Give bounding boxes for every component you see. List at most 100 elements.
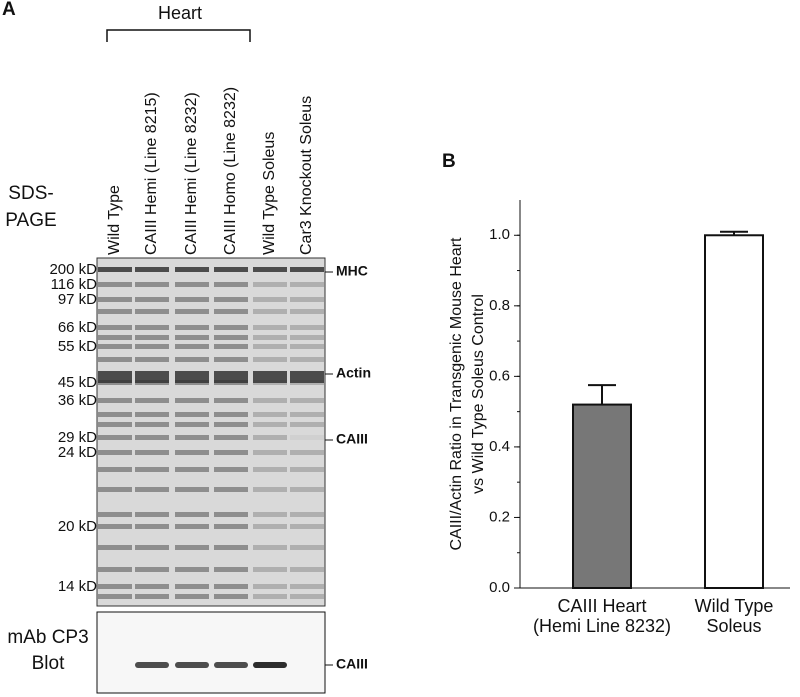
marker-label: 20 kD <box>58 518 97 535</box>
gel-band <box>214 412 248 417</box>
gel <box>96 257 326 607</box>
gel-band <box>290 325 324 330</box>
blot-band <box>253 662 287 668</box>
gel-band <box>290 450 324 455</box>
gel-band <box>253 282 287 287</box>
gel-band <box>290 567 324 572</box>
gel-band <box>214 297 248 302</box>
gel-band <box>135 398 169 403</box>
gel-band <box>98 357 132 362</box>
gel-band <box>214 524 248 529</box>
y-tick-label: 0.4 <box>489 438 510 455</box>
gel-band <box>175 567 209 572</box>
gel-band <box>135 325 169 330</box>
marker-label: 97 kD <box>58 291 97 308</box>
gel-band <box>253 594 287 599</box>
lane-label: CAIII Hemi (Line 8232) <box>183 92 200 255</box>
gel-band <box>98 435 132 440</box>
gel-band <box>290 371 324 383</box>
gel-band <box>214 487 248 492</box>
gel-band <box>253 398 287 403</box>
gel-band <box>175 282 209 287</box>
gel-band <box>98 335 132 340</box>
gel-band <box>290 357 324 362</box>
lane-label: CAIII Homo (Line 8232) <box>222 87 239 255</box>
gel-band <box>175 412 209 417</box>
gel-band <box>214 344 248 349</box>
gel-band <box>214 380 248 385</box>
gel-band <box>253 467 287 472</box>
y-axis-label: CAIII/Actin Ratio in Transgenic Mouse He… <box>448 237 487 551</box>
gel-band <box>135 380 169 385</box>
gel-band <box>98 412 132 417</box>
gel-band <box>98 371 132 383</box>
gel-band <box>253 371 287 383</box>
gel-band <box>214 335 248 340</box>
y-tick-label: 1.0 <box>489 226 510 243</box>
gel-band <box>98 487 132 492</box>
marker-label: 14 kD <box>58 578 97 595</box>
gel-band <box>98 594 132 599</box>
blot-band-label: CAIII <box>336 656 368 672</box>
lane-label: Wild Type <box>106 185 123 255</box>
gel-band <box>253 450 287 455</box>
gel-band <box>214 422 248 427</box>
gel-band <box>135 282 169 287</box>
gel-band <box>253 435 287 440</box>
gel-band <box>214 450 248 455</box>
gel-band <box>135 584 169 589</box>
gel-band <box>175 487 209 492</box>
gel-band <box>290 467 324 472</box>
bar <box>704 234 764 589</box>
gel-band <box>135 335 169 340</box>
gel-band <box>290 335 324 340</box>
gel-band <box>214 357 248 362</box>
gel-band <box>98 398 132 403</box>
protein-label: CAIII <box>336 431 368 447</box>
gel-band <box>214 267 248 272</box>
gel-band <box>253 309 287 314</box>
gel-band <box>135 435 169 440</box>
gel-band <box>175 512 209 517</box>
gel-band <box>214 282 248 287</box>
gel-band <box>253 487 287 492</box>
gel-band <box>98 297 132 302</box>
gel-band <box>135 344 169 349</box>
method-label: SDS- PAGE <box>5 183 57 231</box>
lane-label: Wild Type Soleus <box>261 132 278 255</box>
blot-band <box>135 662 169 668</box>
gel-band <box>175 435 209 440</box>
gel-band <box>253 584 287 589</box>
panel-letter: B <box>442 151 456 172</box>
gel-band <box>135 309 169 314</box>
gel-band <box>175 450 209 455</box>
gel-band <box>290 267 324 272</box>
panel-letter: A <box>2 0 16 20</box>
gel-band <box>98 450 132 455</box>
gel-band <box>175 594 209 599</box>
gel-band <box>98 584 132 589</box>
gel-band <box>98 545 132 550</box>
gel-band <box>290 594 324 599</box>
gel-band <box>253 325 287 330</box>
gel-band <box>98 422 132 427</box>
gel-band <box>98 309 132 314</box>
gel-band <box>253 422 287 427</box>
gel-band <box>290 545 324 550</box>
gel-band <box>135 524 169 529</box>
gel-band <box>175 357 209 362</box>
gel-band <box>175 545 209 550</box>
gel-band <box>253 335 287 340</box>
gel-band <box>98 524 132 529</box>
gel-band <box>214 584 248 589</box>
protein-label: MHC <box>336 263 368 279</box>
gel-band <box>98 344 132 349</box>
gel-band <box>290 435 324 440</box>
gel-band <box>135 467 169 472</box>
gel-band <box>135 297 169 302</box>
gel-band <box>290 297 324 302</box>
blot <box>96 611 326 694</box>
gel-band <box>214 567 248 572</box>
gel-band <box>214 371 248 383</box>
